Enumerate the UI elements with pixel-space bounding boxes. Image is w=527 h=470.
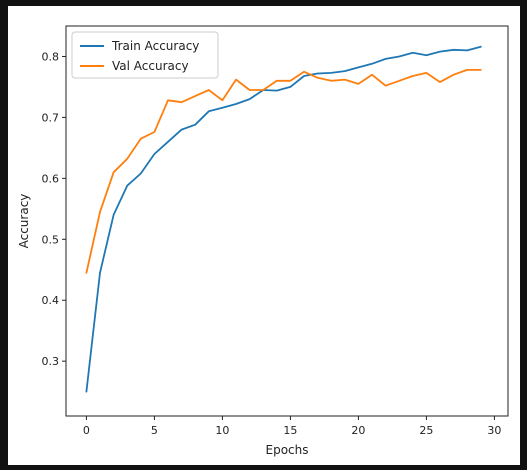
plot-background <box>66 26 508 416</box>
x-axis-label: Epochs <box>266 443 309 457</box>
x-tick-label: 15 <box>283 424 297 437</box>
series-layer <box>85 45 482 393</box>
y-axis-label: Accuracy <box>17 194 31 249</box>
axes-layer: 0 5 10 15 20 25 30 0.3 0.4 0.5 0.6 0.7 0.8 <box>42 25 509 437</box>
x-tick-label: 25 <box>419 424 433 437</box>
x-tick-label: 10 <box>215 424 229 437</box>
x-tick-label: 20 <box>351 424 365 437</box>
legend: Train Accuracy Val Accuracy <box>71 31 219 79</box>
x-tick-label: 0 <box>83 424 90 437</box>
legend-label-2: Val Accuracy <box>112 59 189 73</box>
series-line-2 <box>85 69 482 274</box>
y-tick-label: 0.7 <box>42 111 60 124</box>
y-tick-label: 0.5 <box>42 233 60 246</box>
y-tick-label: 0.6 <box>42 172 60 185</box>
y-tick-label: 0.4 <box>42 294 60 307</box>
accuracy-chart: 0 5 10 15 20 25 30 0.3 0.4 0.5 0.6 0.7 0.8 Train Acc… <box>17 25 509 457</box>
series-line-1 <box>85 45 482 393</box>
x-tick-label: 5 <box>151 424 158 437</box>
x-tick-label: 30 <box>487 424 501 437</box>
y-tick-label: 0.8 <box>42 50 60 63</box>
y-tick-label: 0.3 <box>42 355 60 368</box>
legend-box <box>71 31 219 79</box>
axes-frame <box>65 25 509 417</box>
legend-label-1: Train Accuracy <box>111 39 199 53</box>
plot-area <box>66 26 508 416</box>
